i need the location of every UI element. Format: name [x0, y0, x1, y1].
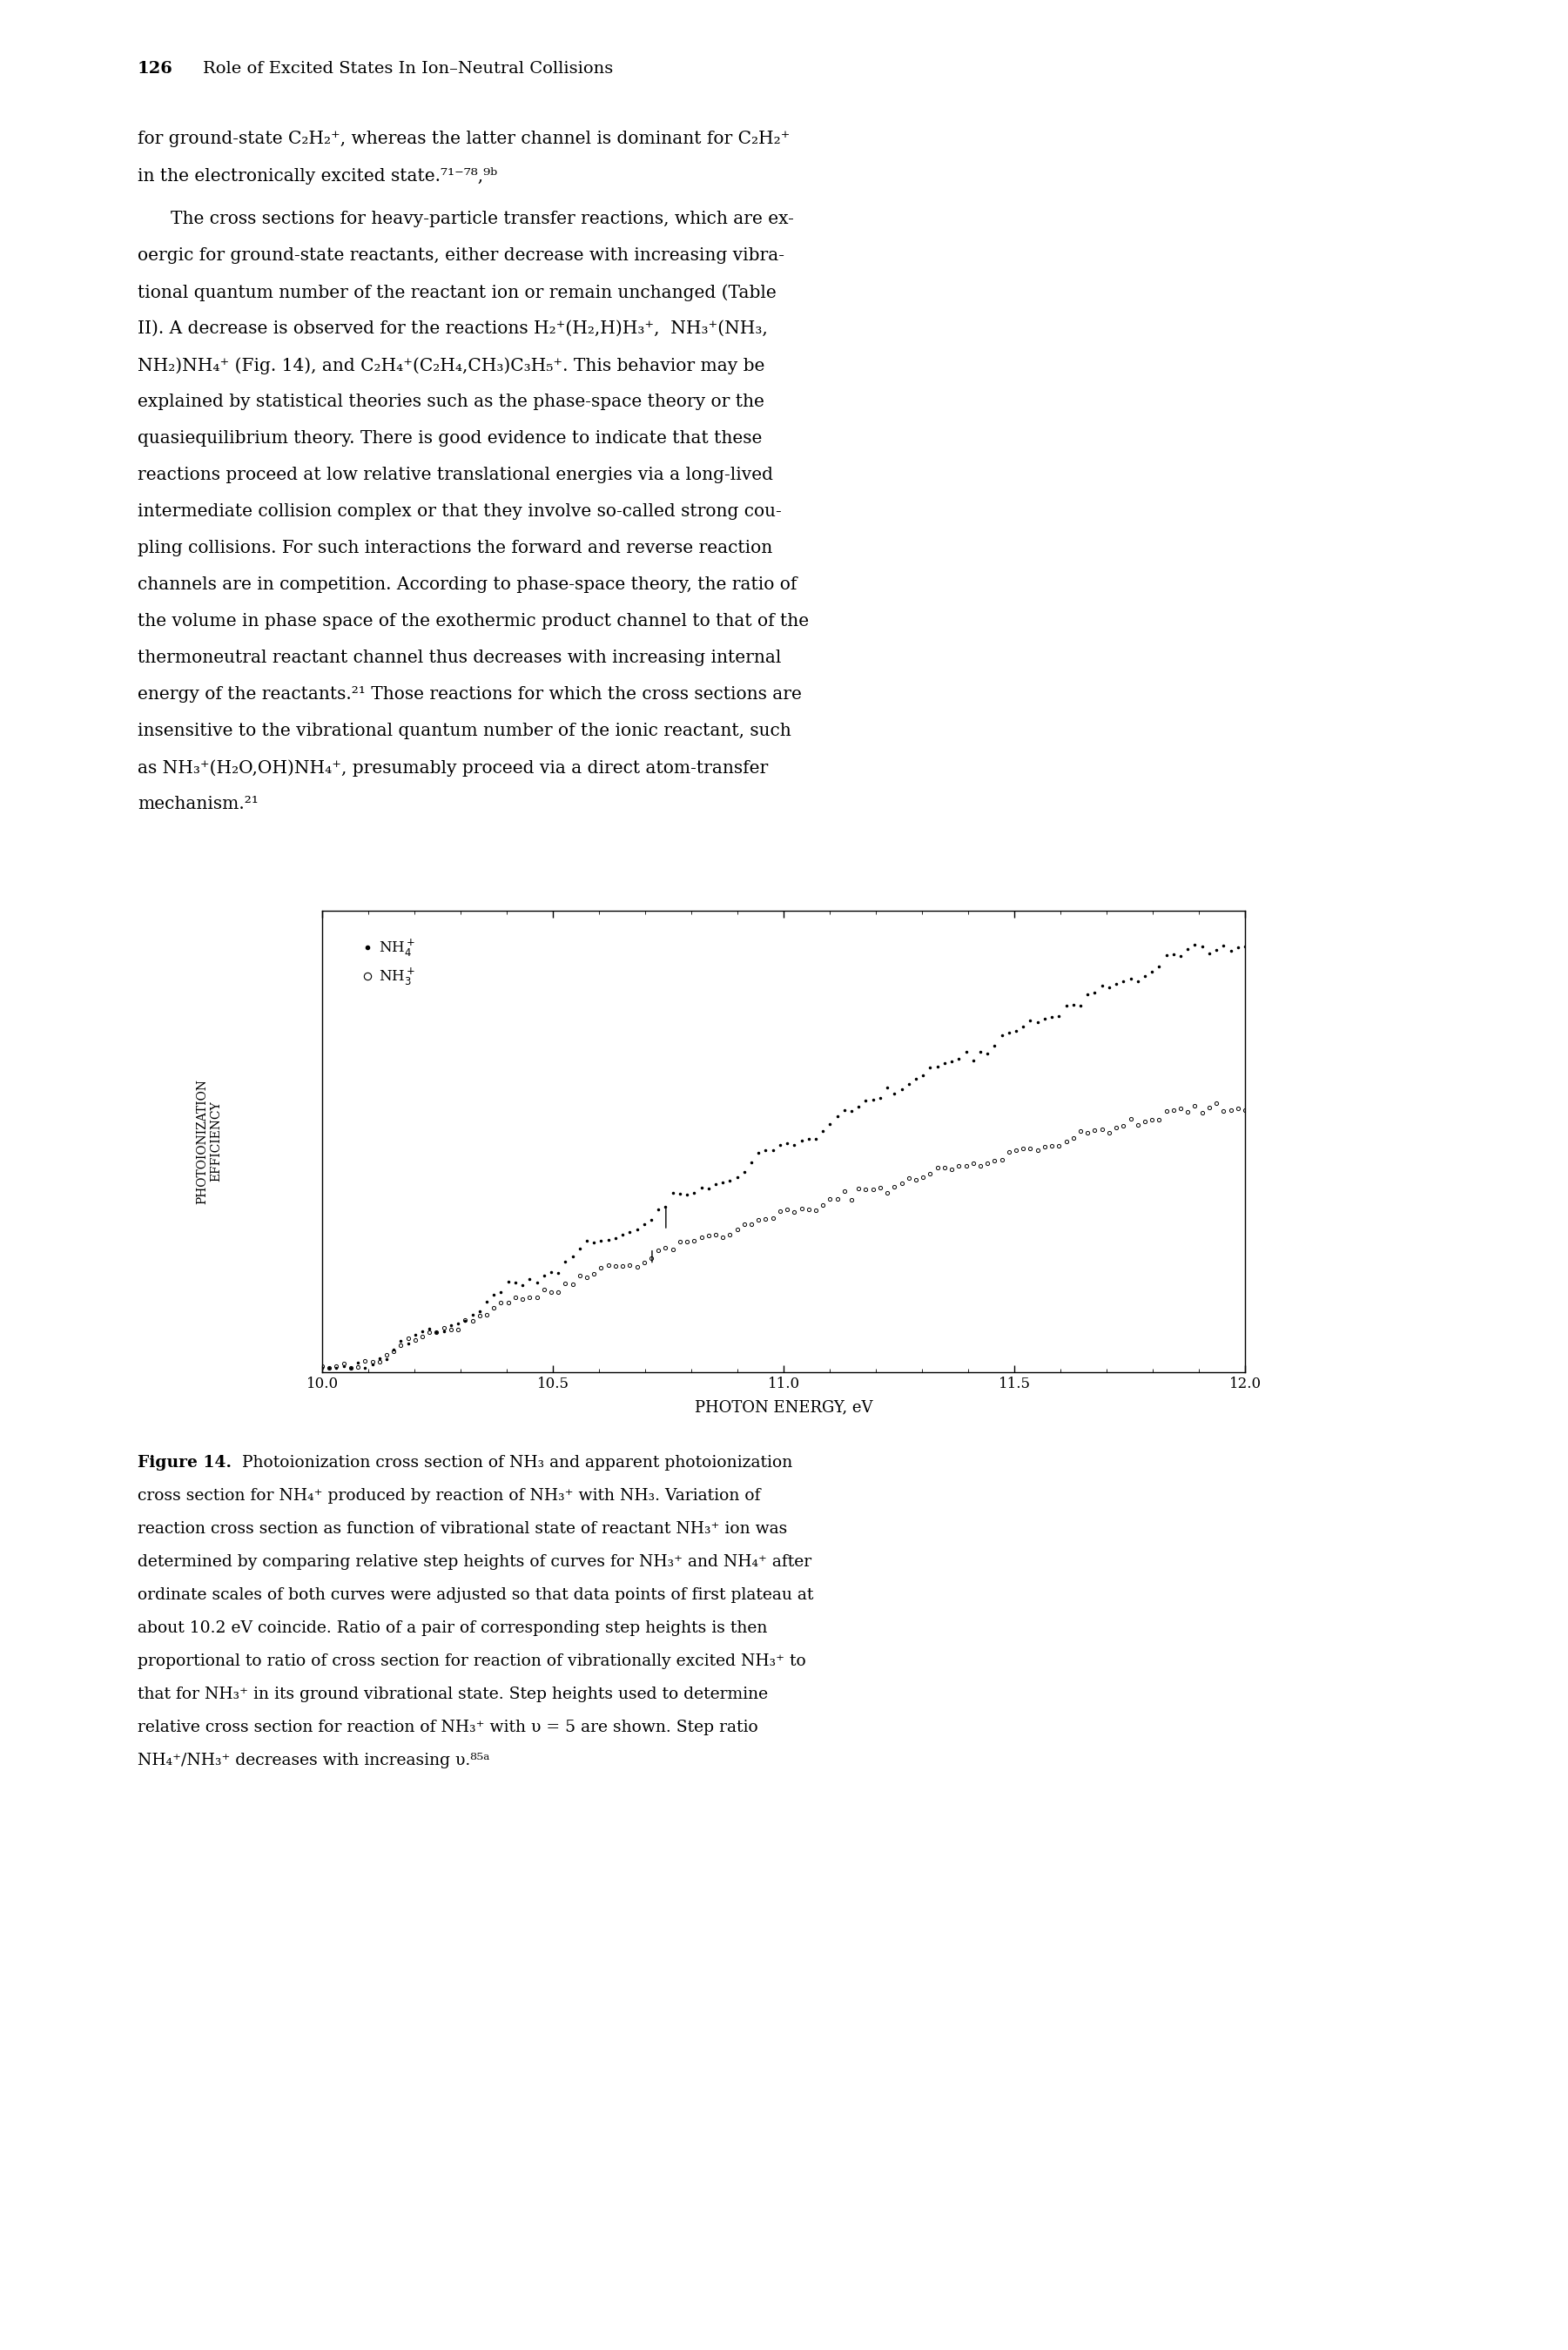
Text: about 10.2 eV coincide. Ratio of a pair of corresponding step heights is then: about 10.2 eV coincide. Ratio of a pair …: [138, 1622, 767, 1636]
Legend: NH$_4^+$, NH$_3^+$: NH$_4^+$, NH$_3^+$: [358, 933, 422, 994]
Text: II). A decrease is observed for the reactions H₂⁺(H₂,H)H₃⁺,  NH₃⁺(NH₃,: II). A decrease is observed for the reac…: [138, 320, 768, 336]
Text: channels are in competition. According to phase-space theory, the ratio of: channels are in competition. According t…: [138, 576, 797, 592]
Text: the volume in phase space of the exothermic product channel to that of the: the volume in phase space of the exother…: [138, 613, 809, 630]
Text: thermoneutral reactant channel thus decreases with increasing internal: thermoneutral reactant channel thus decr…: [138, 649, 781, 665]
Text: PHOTOIONIZATION
EFFICIENCY: PHOTOIONIZATION EFFICIENCY: [196, 1079, 223, 1203]
Text: relative cross section for reaction of NH₃⁺ with υ = 5 are shown. Step ratio: relative cross section for reaction of N…: [138, 1720, 757, 1734]
Text: tional quantum number of the reactant ion or remain unchanged (Table: tional quantum number of the reactant io…: [138, 284, 776, 301]
Text: as NH₃⁺(H₂O,OH)NH₄⁺, presumably proceed via a direct atom-transfer: as NH₃⁺(H₂O,OH)NH₄⁺, presumably proceed …: [138, 759, 768, 776]
Text: for ground-state C₂H₂⁺, whereas the latter channel is dominant for C₂H₂⁺: for ground-state C₂H₂⁺, whereas the latt…: [138, 132, 790, 148]
Text: in the electronically excited state.⁷¹⁻⁷⁸,⁹ᵇ: in the electronically excited state.⁷¹⁻⁷…: [138, 167, 497, 186]
Text: NH₄⁺/NH₃⁺ decreases with increasing υ.⁸⁵ᵃ: NH₄⁺/NH₃⁺ decreases with increasing υ.⁸⁵…: [138, 1753, 489, 1770]
Text: Role of Excited States In Ion–Neutral Collisions: Role of Excited States In Ion–Neutral Co…: [202, 61, 613, 78]
Text: oergic for ground-state reactants, either decrease with increasing vibra-: oergic for ground-state reactants, eithe…: [138, 247, 784, 263]
Text: cross section for NH₄⁺ produced by reaction of NH₃⁺ with NH₃. Variation of: cross section for NH₄⁺ produced by react…: [138, 1488, 760, 1504]
Text: insensitive to the vibrational quantum number of the ionic reactant, such: insensitive to the vibrational quantum n…: [138, 724, 792, 740]
X-axis label: PHOTON ENERGY, eV: PHOTON ENERGY, eV: [695, 1401, 872, 1415]
Text: reactions proceed at low relative translational energies via a long-lived: reactions proceed at low relative transl…: [138, 468, 773, 484]
Text: determined by comparing relative step heights of curves for NH₃⁺ and NH₄⁺ after: determined by comparing relative step he…: [138, 1553, 812, 1570]
Text: reaction cross section as function of vibrational state of reactant NH₃⁺ ion was: reaction cross section as function of vi…: [138, 1520, 787, 1537]
Text: 126: 126: [138, 61, 172, 78]
Text: explained by statistical theories such as the phase-space theory or the: explained by statistical theories such a…: [138, 392, 764, 411]
Text: that for NH₃⁺ in its ground vibrational state. Step heights used to determine: that for NH₃⁺ in its ground vibrational …: [138, 1687, 768, 1701]
Text: The cross sections for heavy-particle transfer reactions, which are ex-: The cross sections for heavy-particle tr…: [171, 212, 793, 228]
Text: intermediate collision complex or that they involve so-called strong cou-: intermediate collision complex or that t…: [138, 503, 781, 519]
Text: energy of the reactants.²¹ Those reactions for which the cross sections are: energy of the reactants.²¹ Those reactio…: [138, 686, 801, 703]
Text: mechanism.²¹: mechanism.²¹: [138, 797, 259, 813]
Text: quasiequilibrium theory. There is good evidence to indicate that these: quasiequilibrium theory. There is good e…: [138, 430, 762, 446]
Text: NH₂)NH₄⁺ (Fig. 14), and C₂H₄⁺(C₂H₄,CH₃)C₃H₅⁺. This behavior may be: NH₂)NH₄⁺ (Fig. 14), and C₂H₄⁺(C₂H₄,CH₃)C…: [138, 357, 765, 374]
Text: proportional to ratio of cross section for reaction of vibrationally excited NH₃: proportional to ratio of cross section f…: [138, 1654, 806, 1668]
Text: Photoionization cross section of NH₃ and apparent photoionization: Photoionization cross section of NH₃ and…: [232, 1455, 792, 1471]
Text: pling collisions. For such interactions the forward and reverse reaction: pling collisions. For such interactions …: [138, 540, 773, 557]
Text: ordinate scales of both curves were adjusted so that data points of first platea: ordinate scales of both curves were adju…: [138, 1586, 814, 1603]
Text: Figure 14.: Figure 14.: [138, 1455, 232, 1471]
